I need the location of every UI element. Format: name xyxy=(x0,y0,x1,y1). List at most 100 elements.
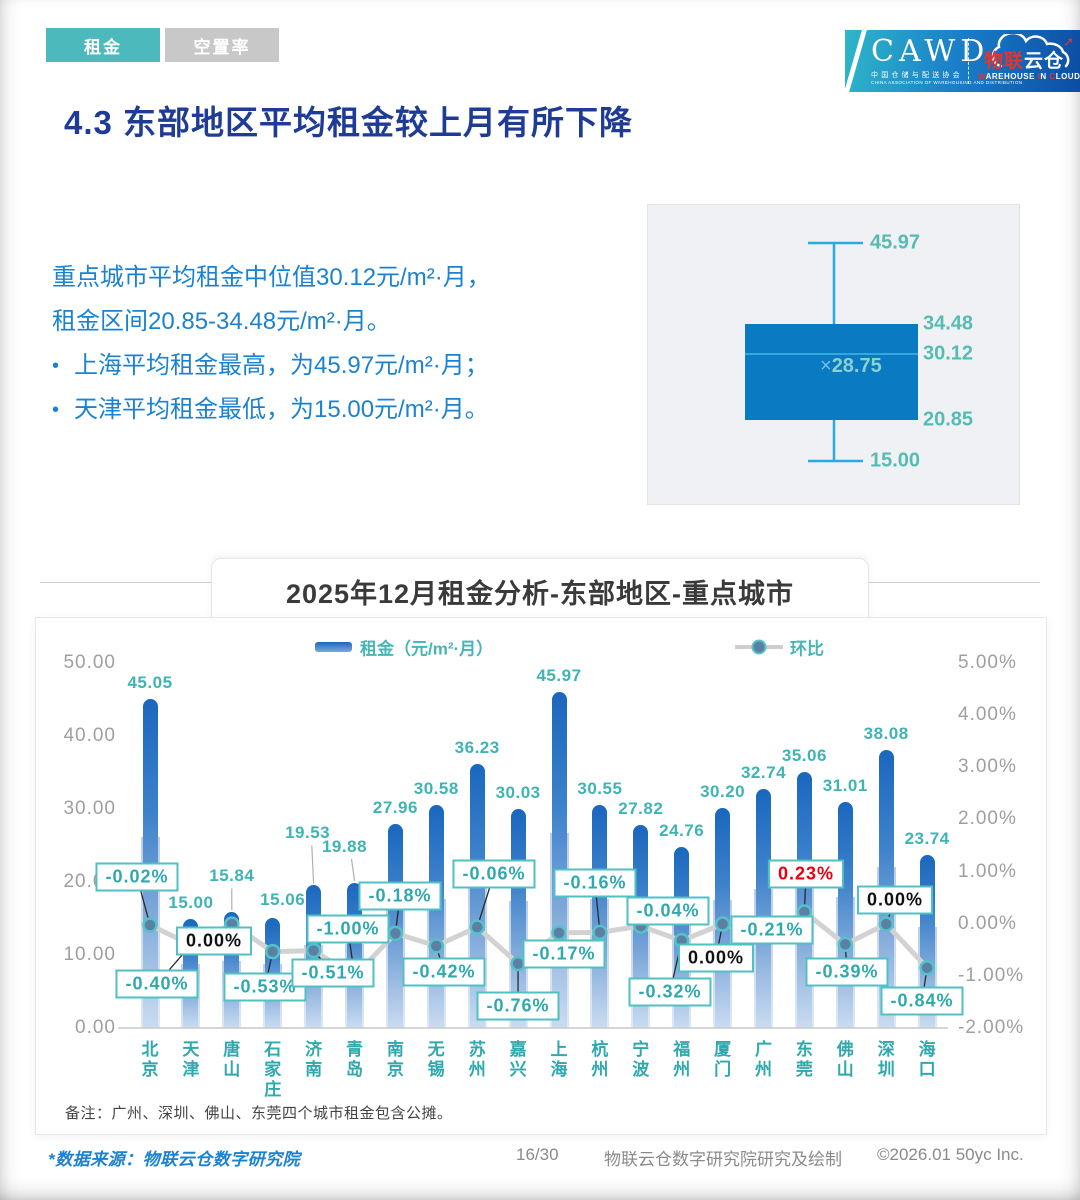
rent-bar-无锡 xyxy=(428,804,444,1028)
summary-bullet-1: • 上海平均租金最高，为45.97元/m²·月； xyxy=(52,344,652,388)
city-label-杭州: 杭 州 xyxy=(591,1040,609,1080)
mom-label-海口: -0.84% xyxy=(880,986,964,1016)
summary-block: 重点城市平均租金中位值30.12元/m²·月， 租金区间20.85-34.48元… xyxy=(52,256,652,432)
mom-label-青岛: -1.00% xyxy=(306,914,390,944)
boxplot-median-label: 30.12 xyxy=(923,342,974,365)
mom-label-济南: -0.51% xyxy=(291,958,375,988)
mom-label-福州: -0.32% xyxy=(628,977,712,1007)
bar-value-label: 32.74 xyxy=(740,762,787,782)
mom-label-苏州: -0.06% xyxy=(452,859,536,889)
bar-value-label: 30.03 xyxy=(495,782,541,802)
mom-label-嘉兴: -0.76% xyxy=(476,991,560,1021)
city-label-唐山: 唐 山 xyxy=(223,1040,241,1080)
cloud-arrow-icon: ➚ xyxy=(1063,34,1074,49)
boxplot-min-label: 15.00 xyxy=(870,449,921,472)
mom-label-广州: -0.21% xyxy=(730,915,814,945)
chart-title-card: 2025年12月租金分析-东部地区-重点城市 xyxy=(211,558,869,623)
bar-value-label: 38.08 xyxy=(863,724,909,744)
bar-value-label: 30.58 xyxy=(413,778,459,798)
bar-value-label: 23.74 xyxy=(904,828,950,848)
copyright: ©2026.01 50yc Inc. xyxy=(877,1145,1024,1164)
bar-value-label: 36.23 xyxy=(454,737,500,757)
rent-bar-杭州 xyxy=(592,804,608,1028)
tab-rent[interactable]: 租金 xyxy=(46,28,160,62)
tab-vacancy[interactable]: 空置率 xyxy=(165,28,279,62)
right-axis-tick: 2.00% xyxy=(958,808,1017,830)
right-axis-tick: -2.00% xyxy=(958,1016,1025,1038)
banner-divider xyxy=(968,38,969,84)
rent-bar-广州 xyxy=(756,788,771,1028)
chart-note: 备注：广州、深圳、佛山、东莞四个城市租金包含公摊。 xyxy=(65,1105,453,1122)
left-axis-tick: 30.00 xyxy=(63,798,116,819)
rent-bar-苏州 xyxy=(469,763,485,1028)
boxplot-q3-label: 34.48 xyxy=(923,312,974,335)
right-axis-tick: 5.00% xyxy=(958,652,1017,673)
legend-mom-dot-icon xyxy=(751,639,767,655)
city-label-上海: 上 海 xyxy=(550,1040,568,1080)
city-label-青岛: 青 岛 xyxy=(346,1040,363,1080)
bullet-icon: • xyxy=(52,399,60,421)
page-number: 16/30 xyxy=(516,1145,559,1164)
mom-label-深圳: 0.00% xyxy=(856,885,934,915)
city-label-苏州: 苏 州 xyxy=(468,1040,486,1080)
right-axis-tick: 3.00% xyxy=(958,756,1017,778)
boxplot-max-label: 45.97 xyxy=(870,231,921,254)
left-axis-tick: 50.00 xyxy=(63,652,116,673)
rent-bar-厦门 xyxy=(715,807,731,1028)
summary-bullet-2-text: 天津平均租金最低，为15.00元/m²·月。 xyxy=(74,396,489,423)
summary-bullet-1-text: 上海平均租金最高，为45.97元/m²·月； xyxy=(74,352,489,379)
cloud-logo-text-white: 云仓 xyxy=(1024,51,1065,72)
left-axis-tick: 0.00 xyxy=(75,1017,116,1038)
cloud-logo-text-red: 物联 xyxy=(984,51,1025,72)
mean-marker-icon: × xyxy=(820,355,832,377)
boxplot-mean-label: ×28.75 xyxy=(820,355,882,377)
bar-value-label: 31.01 xyxy=(822,775,868,795)
right-axis-tick: -1.00% xyxy=(958,964,1025,986)
cloud-logo-caption: WAREHOUSE IN CLOUD xyxy=(978,72,1080,81)
mom-label-厦门: 0.00% xyxy=(677,943,755,973)
bar-value-label: 45.97 xyxy=(536,666,582,686)
summary-line-2: 租金区间20.85-34.48元/m²·月。 xyxy=(52,308,391,335)
city-label-广州: 广 州 xyxy=(755,1040,772,1080)
mom-label-杭州: -0.16% xyxy=(553,868,637,898)
city-label-深圳: 深 圳 xyxy=(877,1040,895,1080)
bar-value-label: 35.06 xyxy=(781,746,827,766)
city-label-北京: 北 京 xyxy=(141,1040,159,1080)
right-axis-tick: 0.00% xyxy=(958,912,1017,934)
cawd-chinese-name: 中国仓储与配送协会 xyxy=(871,72,963,79)
mom-label-宁波: -0.04% xyxy=(626,896,710,926)
rent-bar-东莞 xyxy=(796,772,812,1028)
left-axis-tick: 40.00 xyxy=(63,725,116,746)
bar-value-label: 30.20 xyxy=(700,781,746,801)
cawd-logo: CAWD xyxy=(871,34,990,69)
bar-value-label: 15.06 xyxy=(260,890,306,910)
credit-line: 物联云仓数字研究院研究及绘制 xyxy=(604,1150,842,1169)
bar-value-label: 27.96 xyxy=(372,797,418,817)
rent-bar-佛山 xyxy=(837,801,853,1028)
bar-value-label: 19.53 xyxy=(285,823,331,843)
rent-bar-济南 xyxy=(306,885,322,1028)
left-axis-tick: 10.00 xyxy=(63,944,116,965)
legend-rent-label: 租金（元/m²·月） xyxy=(360,639,494,659)
city-label-天津: 天 津 xyxy=(182,1040,200,1080)
cloud-outline-icon xyxy=(991,34,1070,68)
data-source: *数据来源：物联云仓数字研究院 xyxy=(48,1150,301,1169)
boxplot-q1-label: 20.85 xyxy=(923,408,974,431)
city-label-福州: 福 州 xyxy=(673,1040,691,1080)
bar-value-label: 15.00 xyxy=(168,892,214,912)
city-label-东莞: 东 莞 xyxy=(795,1040,813,1080)
city-label-无锡: 无 锡 xyxy=(427,1040,445,1080)
rent-bar-南京 xyxy=(387,823,403,1028)
bar-value-label: 24.76 xyxy=(659,821,705,841)
right-axis-tick: 4.00% xyxy=(958,704,1017,726)
legend-rent-swatch xyxy=(315,642,352,652)
page-title: 4.3 东部地区平均租金较上月有所下降 xyxy=(64,104,634,141)
bar-value-label: 15.84 xyxy=(209,866,255,886)
city-label-佛山: 佛 山 xyxy=(836,1040,854,1080)
city-label-海口: 海 口 xyxy=(918,1040,936,1080)
bar-value-label: 19.88 xyxy=(321,836,368,856)
mom-label-南京: -0.18% xyxy=(358,881,442,911)
cloud-logo-text: 物联云仓 xyxy=(984,46,1064,73)
mom-label-唐山: 0.00% xyxy=(175,926,253,956)
